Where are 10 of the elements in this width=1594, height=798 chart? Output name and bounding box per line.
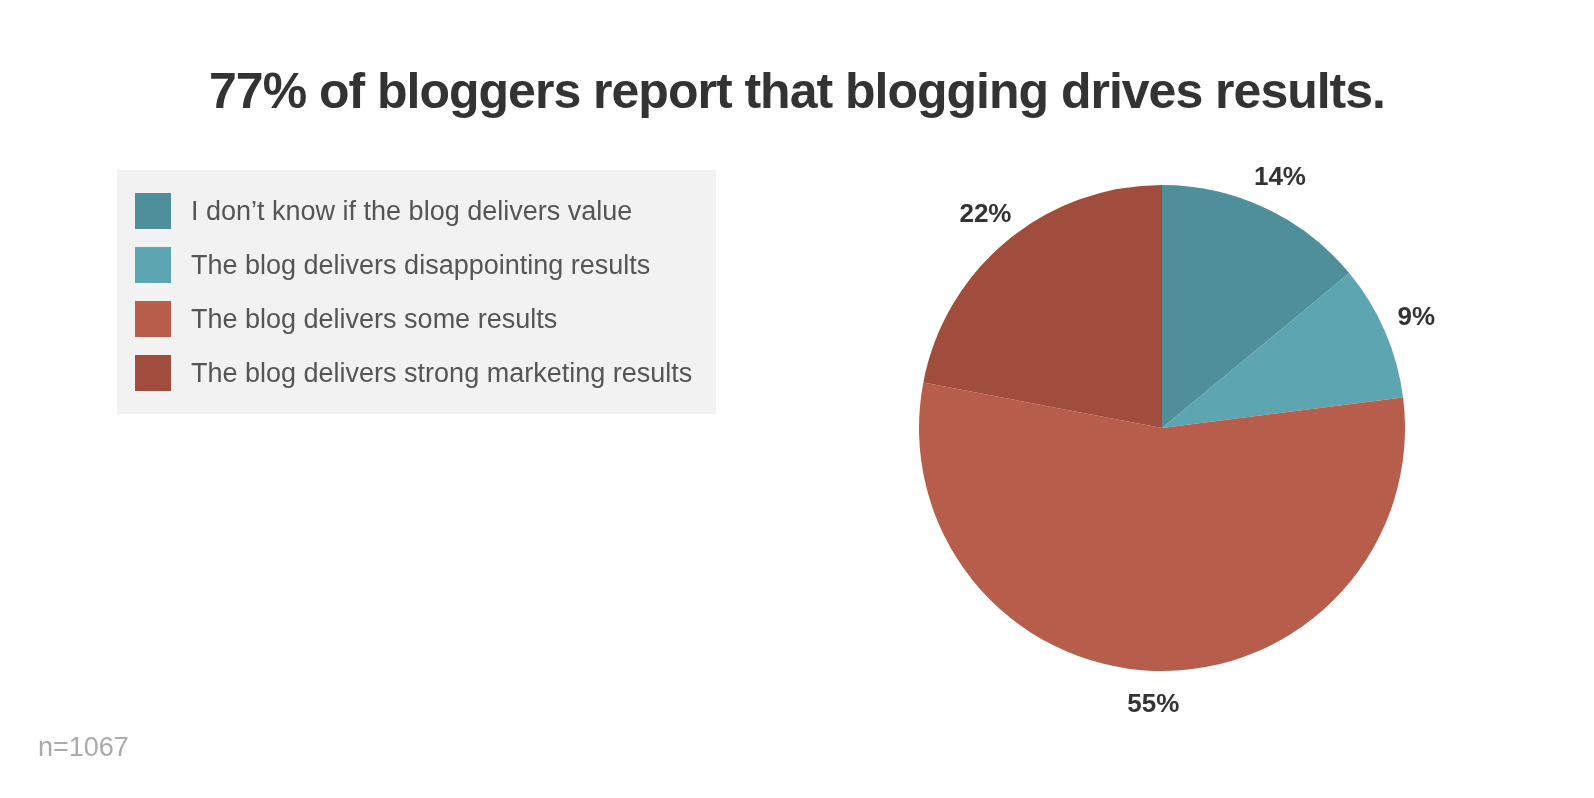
data-label: 22% bbox=[959, 197, 1012, 228]
legend-label: The blog delivers disappointing results bbox=[191, 249, 651, 281]
legend-label: I don’t know if the blog delivers value bbox=[191, 195, 633, 227]
chart-title: 77% of bloggers report that blogging drives results. bbox=[208, 62, 1386, 120]
data-label: 55% bbox=[1127, 688, 1180, 719]
data-label: 14% bbox=[1253, 160, 1306, 191]
legend-label: The blog delivers some results bbox=[191, 303, 558, 335]
data-label: 9% bbox=[1397, 301, 1436, 332]
text: n=1067 bbox=[38, 732, 129, 763]
legend-label: The blog delivers strong marketing results bbox=[191, 357, 693, 389]
